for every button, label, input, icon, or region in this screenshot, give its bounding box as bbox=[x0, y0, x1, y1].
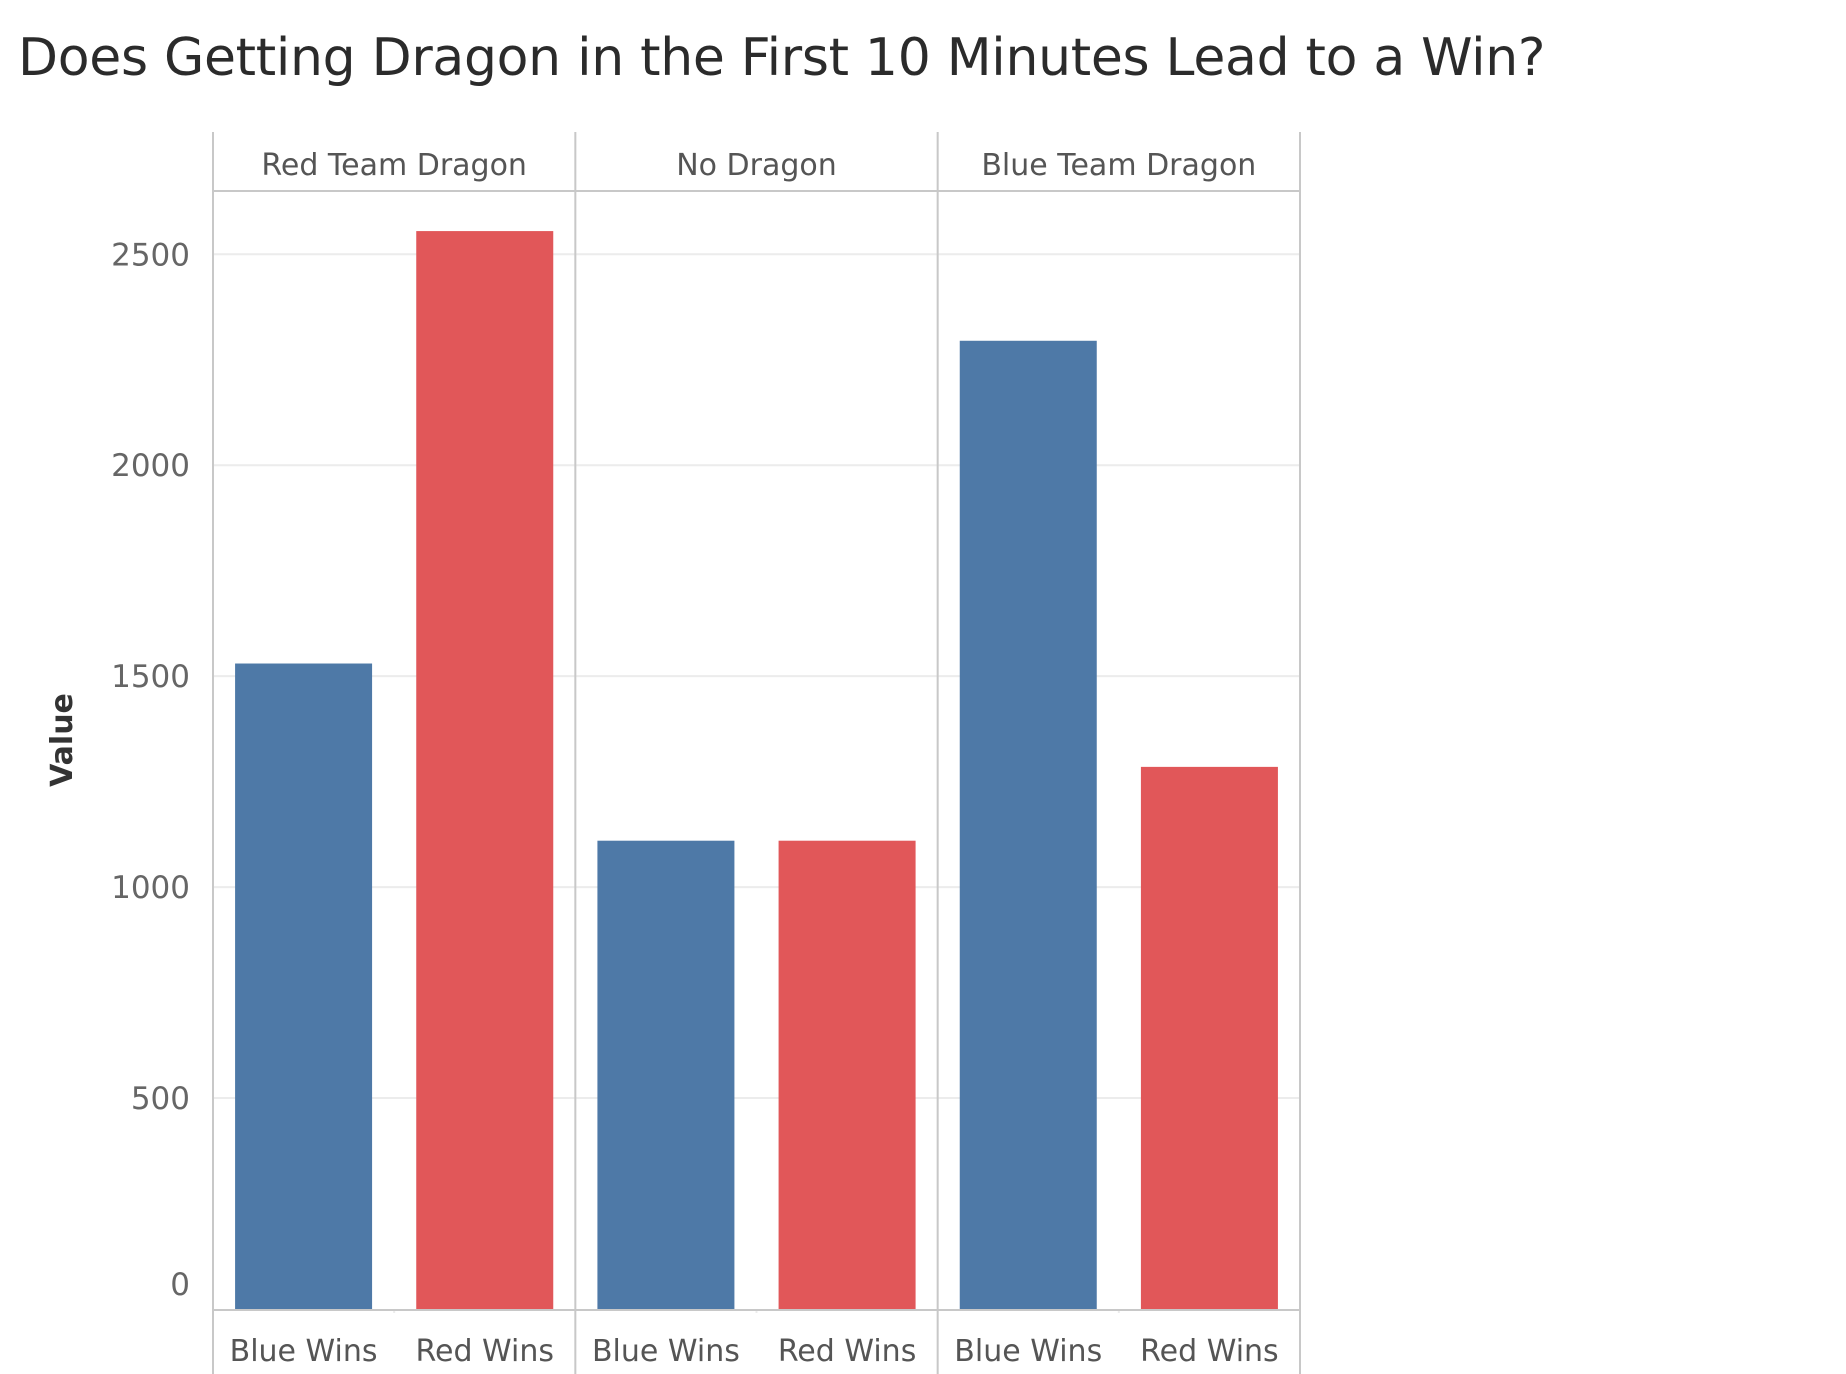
y-tick-label: 0 bbox=[170, 1267, 190, 1303]
panel-title: No Dragon bbox=[676, 148, 837, 183]
bar bbox=[235, 663, 373, 1309]
bars bbox=[235, 231, 1278, 1310]
y-tick-label: 1500 bbox=[111, 659, 190, 695]
y-tick-label: 2000 bbox=[111, 448, 190, 484]
x-category-label: Red Wins bbox=[1140, 1334, 1279, 1369]
x-category-label: Red Wins bbox=[415, 1334, 554, 1369]
bar bbox=[1140, 766, 1278, 1309]
y-tick-label: 500 bbox=[131, 1081, 190, 1117]
panel-frames bbox=[212, 132, 1301, 1374]
x-category-label: Blue Wins bbox=[592, 1334, 740, 1369]
labels: 0 500 1000 1500 2000 2500 Value Red Team Dragon… bbox=[45, 148, 1279, 1369]
bar bbox=[597, 840, 735, 1309]
bar bbox=[416, 231, 554, 1310]
x-category-label: Red Wins bbox=[778, 1334, 917, 1369]
bar bbox=[959, 340, 1097, 1310]
x-category-label: Blue Wins bbox=[230, 1334, 378, 1369]
y-tick-label: 1000 bbox=[111, 870, 190, 906]
panel-title: Blue Team Dragon bbox=[981, 148, 1256, 183]
panel-title: Red Team Dragon bbox=[261, 148, 527, 183]
x-category-label: Blue Wins bbox=[954, 1334, 1102, 1369]
chart-title: Does Getting Dragon in the First 10 Minu… bbox=[18, 28, 1546, 88]
y-tick-label: 2500 bbox=[111, 237, 190, 273]
y-axis-title: Value bbox=[45, 693, 80, 787]
bar bbox=[778, 840, 916, 1309]
gridlines bbox=[213, 253, 1300, 1100]
